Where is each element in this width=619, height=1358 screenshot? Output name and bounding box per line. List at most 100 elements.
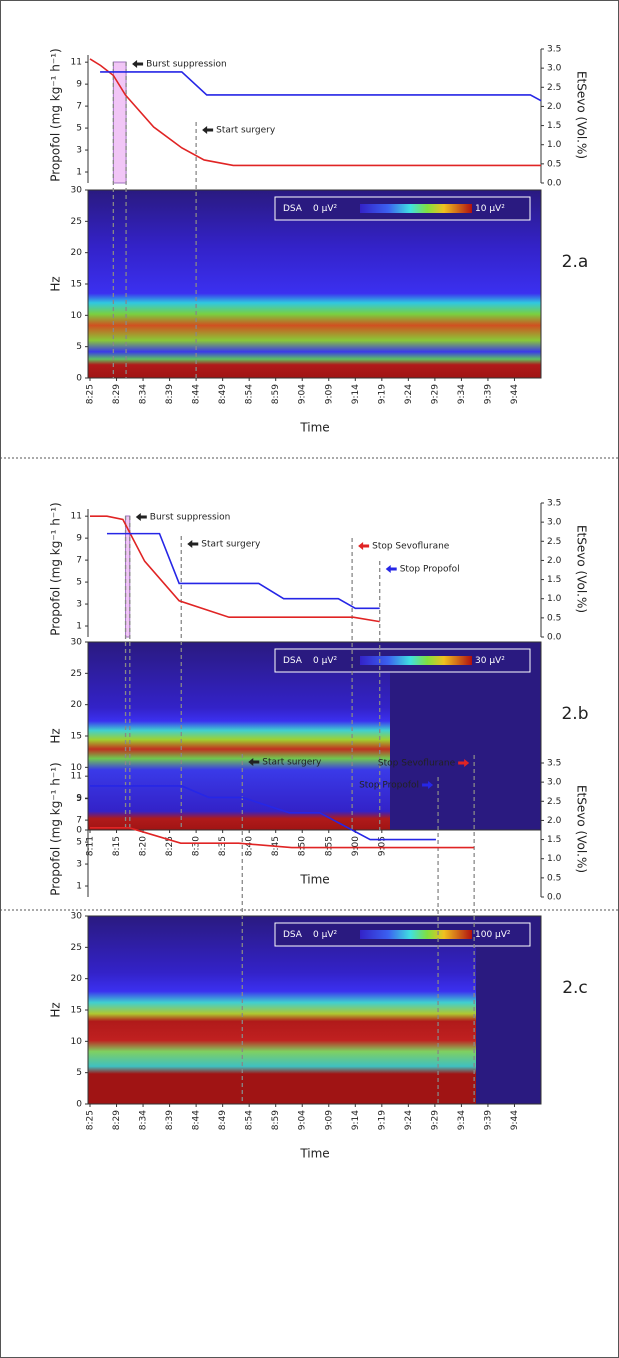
dsa-label: DSA bbox=[283, 204, 303, 214]
y-tick-label: 3 bbox=[76, 146, 82, 156]
y-tick-label: 1 bbox=[76, 168, 82, 178]
x-tick-label: 8:29 bbox=[112, 384, 122, 404]
arrow bbox=[187, 540, 199, 548]
y2-tick-label: 1.0 bbox=[547, 140, 562, 150]
y2-tick-label: 2.5 bbox=[547, 83, 561, 93]
y-tick-label: 5 bbox=[76, 838, 82, 848]
arrow bbox=[135, 513, 147, 521]
spectrogram bbox=[88, 916, 476, 1104]
panel-label: 2.b bbox=[561, 704, 588, 724]
y-axis-label: Propofol (mg kg⁻¹ h⁻¹) bbox=[49, 762, 63, 895]
series-line bbox=[90, 827, 475, 849]
hz-tick-label: 0 bbox=[76, 1100, 82, 1110]
x-tick-label: 8:25 bbox=[86, 384, 96, 404]
x-tick-label: 9:04 bbox=[298, 384, 308, 404]
x-tick-label: 8:30 bbox=[192, 836, 202, 856]
x-tick-label: 8:34 bbox=[139, 384, 149, 404]
x-tick-label: 9:44 bbox=[510, 1110, 520, 1130]
y-tick-label: 3 bbox=[76, 600, 82, 610]
y-tick-label: 9 bbox=[76, 80, 82, 90]
y2-tick-label: 3.0 bbox=[547, 64, 562, 74]
arrow bbox=[202, 126, 214, 134]
y2-tick-label: 2.0 bbox=[547, 816, 562, 826]
hz-label: Hz bbox=[49, 276, 63, 291]
y2-tick-label: 2.5 bbox=[547, 537, 561, 547]
y2-tick-label: 3.5 bbox=[547, 759, 561, 769]
x-tick-label: 9:39 bbox=[483, 1110, 493, 1130]
y-tick-label: 11 bbox=[71, 772, 82, 782]
x-tick-label: 9:00 bbox=[351, 836, 361, 856]
y-tick-label: 7 bbox=[76, 102, 82, 112]
y2-tick-label: 3.0 bbox=[547, 778, 562, 788]
x-tick-label: 8:39 bbox=[165, 1110, 175, 1130]
y2-tick-label: 3.5 bbox=[547, 45, 561, 55]
x-tick-label: 8:49 bbox=[218, 1110, 228, 1130]
y2-tick-label: 3.0 bbox=[547, 518, 562, 528]
x-tick-label: 8:55 bbox=[324, 836, 334, 856]
y2-tick-label: 1.5 bbox=[547, 121, 561, 131]
hz-tick-label: 25 bbox=[71, 943, 82, 953]
dsa-max: 100 µV² bbox=[475, 930, 511, 940]
x-axis-label: Time bbox=[299, 873, 329, 887]
series-line bbox=[100, 71, 542, 102]
x-tick-label: 9:24 bbox=[404, 384, 414, 404]
x-tick-label: 8:54 bbox=[245, 384, 255, 404]
x-tick-label: 8:59 bbox=[271, 384, 281, 404]
y2-tick-label: 1.5 bbox=[547, 575, 561, 585]
y2-tick-label: 0.0 bbox=[547, 893, 562, 903]
hz-tick-label: 25 bbox=[71, 217, 82, 227]
x-tick-label: 9:24 bbox=[404, 1110, 414, 1130]
y2-axis-label: EtSevo (Vol.%) bbox=[575, 525, 589, 613]
annotation: Stop Propofol bbox=[359, 781, 419, 791]
x-tick-label: 9:04 bbox=[298, 1110, 308, 1130]
dsa-colorbar bbox=[360, 204, 472, 213]
hz-tick-label: 0 bbox=[76, 374, 82, 384]
y2-tick-label: 1.0 bbox=[547, 594, 562, 604]
y-tick-label: 9 bbox=[76, 794, 82, 804]
x-tick-label: 8:20 bbox=[139, 836, 149, 856]
x-tick-label: 8:59 bbox=[271, 1110, 281, 1130]
x-tick-label: 9:09 bbox=[324, 384, 334, 404]
y2-tick-label: 2.5 bbox=[547, 797, 561, 807]
x-tick-label: 9:19 bbox=[377, 1110, 387, 1130]
x-tick-label: 8:44 bbox=[192, 384, 202, 404]
y-tick-label: 7 bbox=[76, 816, 82, 826]
hz-tick-label: 30 bbox=[71, 638, 83, 648]
y2-tick-label: 0.5 bbox=[547, 159, 561, 169]
hz-tick-label: 10 bbox=[71, 1037, 83, 1047]
x-tick-label: 9:14 bbox=[351, 1110, 361, 1130]
x-tick-label: 9:39 bbox=[483, 384, 493, 404]
x-tick-label: 9:29 bbox=[430, 1110, 440, 1130]
y-tick-label: 3 bbox=[76, 860, 82, 870]
x-tick-label: 9:05 bbox=[377, 836, 387, 856]
annotation: Start surgery bbox=[262, 758, 322, 768]
y-tick-label: 11 bbox=[71, 58, 82, 68]
x-axis-label: Time bbox=[299, 421, 329, 435]
series-line bbox=[90, 515, 380, 623]
annotation: Burst suppression bbox=[146, 60, 227, 70]
hz-tick-label: 5 bbox=[76, 342, 82, 352]
y2-tick-label: 1.0 bbox=[547, 854, 562, 864]
hz-tick-label: 10 bbox=[71, 763, 83, 773]
y-tick-label: 5 bbox=[76, 578, 82, 588]
annotation: Stop Sevoflurane bbox=[378, 759, 456, 769]
annotation: Start surgery bbox=[216, 126, 276, 136]
x-tick-label: 8:11 bbox=[86, 836, 96, 856]
hz-tick-label: 0 bbox=[76, 826, 82, 836]
arrow bbox=[422, 781, 434, 789]
y-tick-label: 7 bbox=[76, 556, 82, 566]
y2-tick-label: 0.5 bbox=[547, 613, 561, 623]
y2-tick-label: 3.5 bbox=[547, 499, 561, 509]
y2-tick-label: 2.0 bbox=[547, 102, 562, 112]
series-line bbox=[89, 58, 541, 167]
x-tick-label: 8:25 bbox=[86, 1110, 96, 1130]
x-tick-label: 9:44 bbox=[510, 384, 520, 404]
x-tick-label: 8:40 bbox=[245, 836, 255, 856]
x-tick-label: 8:39 bbox=[165, 384, 175, 404]
y-tick-label: 11 bbox=[71, 512, 82, 522]
hz-tick-label: 10 bbox=[71, 311, 83, 321]
arrow bbox=[248, 758, 260, 766]
y-tick-label: 5 bbox=[76, 124, 82, 134]
y2-tick-label: 0.5 bbox=[547, 873, 561, 883]
